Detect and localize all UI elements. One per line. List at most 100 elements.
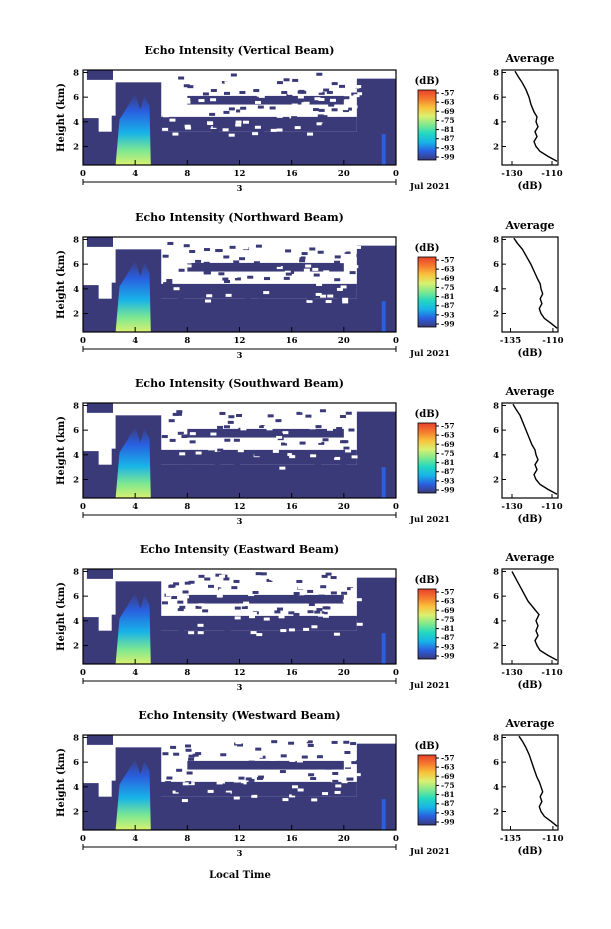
x-tick-label: 12	[234, 834, 246, 844]
echo-speckle	[215, 249, 222, 253]
panel-title: Echo Intensity (Eastward Beam)	[140, 543, 339, 556]
echo-speckle	[291, 103, 298, 107]
echo-speckle	[256, 754, 263, 758]
profile-y-tick-label: 2	[493, 475, 499, 485]
colorbar-title: (dB)	[415, 409, 440, 420]
echo-speckle	[258, 94, 265, 98]
echo-speckle	[183, 84, 190, 88]
echo-speckle	[307, 132, 314, 136]
echo-layer-upper	[187, 428, 344, 438]
profile-y-tick-label: 6	[493, 758, 499, 768]
echo-speckle	[223, 255, 230, 259]
echo-layer-upper	[187, 262, 344, 272]
echo-speckle	[242, 120, 249, 124]
profile-y-tick-label: 2	[493, 807, 499, 817]
profile-x-tick-label: -110	[541, 668, 562, 678]
echo-speckle	[255, 747, 262, 751]
echo-speckle	[334, 260, 341, 264]
echo-speckle	[323, 270, 330, 274]
echo-speckle	[210, 88, 217, 92]
echo-speckle	[327, 294, 334, 298]
x-tick-label: 20	[338, 502, 350, 512]
profile-y-tick-label: 2	[493, 641, 499, 651]
echo-speckle	[315, 463, 322, 467]
colorbar-tick-label: -63	[441, 265, 455, 274]
echo-speckle	[219, 411, 226, 415]
echo-speckle	[188, 757, 195, 761]
colorbar-title: (dB)	[415, 575, 440, 586]
colorbar-tick-label: -93	[441, 476, 455, 485]
x-tick-label: 0	[80, 834, 86, 844]
echo-speckle	[228, 107, 235, 111]
echo-speckle	[173, 427, 180, 431]
echo-speckle	[169, 438, 176, 442]
echo-speckle	[316, 89, 323, 93]
echo-speckle	[325, 572, 332, 576]
echo-speckle	[218, 739, 225, 743]
echo-speckle	[223, 110, 230, 114]
echo-speckle	[247, 441, 254, 445]
echo-speckle	[211, 243, 218, 247]
echo-speckle	[302, 738, 309, 742]
echo-speckle	[355, 598, 362, 602]
echo-speckle	[294, 117, 301, 121]
echo-speckle	[163, 114, 170, 118]
echo-speckle	[210, 98, 217, 102]
echo-speckle	[330, 576, 337, 580]
echo-speckle	[253, 89, 260, 93]
echo-speckle	[218, 241, 225, 245]
profile-x-tick-label: -130	[501, 502, 522, 512]
echo-speckle	[347, 121, 354, 125]
echo-speckle	[191, 575, 198, 579]
y-tick-label: 6	[73, 592, 79, 602]
echo-speckle	[197, 623, 204, 627]
echo-speckle	[259, 425, 266, 429]
echo-speckle	[324, 608, 331, 612]
echo-speckle	[170, 738, 177, 742]
echo-speckle	[210, 432, 217, 436]
echo-speckle	[274, 263, 281, 267]
echo-speckle	[312, 108, 319, 112]
y-tick-label: 4	[73, 783, 79, 793]
echo-speckle	[331, 82, 338, 86]
profile-line	[513, 237, 558, 329]
echo-speckle	[215, 573, 222, 577]
echo-speckle	[224, 438, 231, 442]
heatmap-field	[83, 403, 396, 498]
echo-speckle	[184, 434, 191, 438]
echo-speckle	[321, 123, 328, 127]
echo-speckle	[343, 446, 350, 450]
echo-speckle	[176, 410, 183, 414]
x-tick-label: 4	[132, 502, 138, 512]
echo-speckle	[248, 593, 255, 597]
echo-speckle	[195, 451, 202, 455]
echo-speckle	[324, 623, 331, 627]
echo-speckle	[186, 771, 193, 775]
echo-speckle	[267, 411, 274, 415]
echo-speckle	[228, 257, 235, 261]
y-tick-label: 2	[73, 807, 79, 817]
date-label: Jul 2021	[409, 847, 450, 857]
echo-speckle	[202, 609, 209, 613]
echo-region	[83, 451, 99, 498]
echo-speckle	[247, 275, 254, 279]
echo-speckle	[299, 256, 306, 260]
echo-speckle	[239, 257, 246, 261]
colorbar-tick-label: -57	[441, 256, 455, 265]
x-tick-label: 0	[393, 502, 399, 512]
x-tick-label: 8	[184, 169, 190, 179]
echo-speckle	[236, 109, 243, 113]
echo-speckle	[317, 114, 324, 118]
profile-frame	[501, 734, 559, 831]
echo-speckle	[331, 740, 338, 744]
panel-5: Echo Intensity (Westward Beam) 0 4 8 12 16 20 0…	[56, 709, 564, 859]
convective-plume	[115, 260, 151, 332]
echo-region	[83, 783, 99, 830]
echo-speckle	[163, 282, 170, 286]
echo-region	[356, 577, 396, 664]
echo-speckle	[221, 787, 228, 791]
echo-speckle	[306, 299, 313, 303]
echo-speckle	[313, 585, 320, 589]
echo-speckle	[176, 412, 183, 416]
colorbar	[417, 588, 437, 660]
